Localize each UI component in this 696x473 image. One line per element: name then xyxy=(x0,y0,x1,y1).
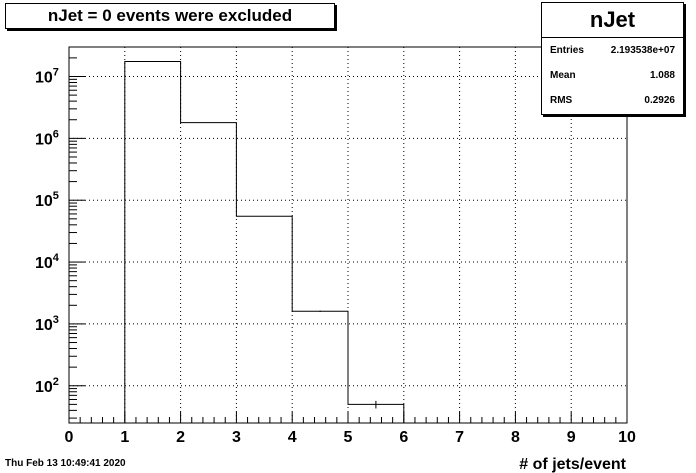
histogram-bars xyxy=(124,60,405,423)
x-tick-label: 6 xyxy=(399,429,408,446)
stats-name: nJet xyxy=(542,3,683,38)
timestamp-footer: Thu Feb 13 10:49:41 2020 xyxy=(5,458,126,469)
stats-row-entries: Entries 2.193538e+07 xyxy=(542,38,683,63)
y-tick-label: 102 xyxy=(35,376,59,396)
histogram-bin xyxy=(236,216,292,423)
stats-label: Mean xyxy=(550,70,576,81)
bin-bar xyxy=(236,216,292,423)
x-tick-label: 2 xyxy=(176,429,185,446)
x-tick-label: 7 xyxy=(455,429,464,446)
stats-label: RMS xyxy=(550,95,573,106)
bin-bar xyxy=(292,311,348,423)
stats-value: 0.2926 xyxy=(644,95,675,106)
histogram-bin xyxy=(375,400,377,409)
histogram-bin xyxy=(181,123,237,423)
y-tick-label: 105 xyxy=(35,190,59,210)
histogram-bin xyxy=(292,310,348,423)
stats-label: Entries xyxy=(550,45,584,56)
x-tick-label: 10 xyxy=(618,429,636,446)
x-tick-label: 0 xyxy=(65,429,74,446)
x-tick-label: 1 xyxy=(120,429,129,446)
x-tick-label: 8 xyxy=(511,429,520,446)
stats-row-rms: RMS 0.2926 xyxy=(542,88,683,113)
plot-title: nJet = 0 events were excluded xyxy=(5,3,335,29)
x-tick-label: 5 xyxy=(344,429,353,446)
y-tick-label: 104 xyxy=(35,252,60,272)
x-axis-label: # of jets/event xyxy=(519,456,626,473)
x-tick-label: 9 xyxy=(567,429,576,446)
bin-bar xyxy=(125,61,181,423)
histogram-outline xyxy=(124,60,405,423)
bin-bar xyxy=(181,123,237,423)
stats-value: 2.193538e+07 xyxy=(610,45,675,56)
stats-row-mean: Mean 1.088 xyxy=(542,63,683,88)
histogram-bin xyxy=(125,61,181,423)
axes: 0 1 2 3 4 5 6 7 8 9 10 102 103 104 105 106 107 xyxy=(35,46,636,446)
x-tick-label: 4 xyxy=(288,429,297,446)
y-tick-label: 103 xyxy=(35,314,59,334)
stats-box: nJet Entries 2.193538e+07 Mean 1.088 RMS… xyxy=(541,2,684,115)
y-tick-label: 107 xyxy=(35,67,59,87)
stats-value: 1.088 xyxy=(649,70,675,81)
x-tick-label: 3 xyxy=(232,429,241,446)
y-tick-label: 106 xyxy=(35,128,59,148)
